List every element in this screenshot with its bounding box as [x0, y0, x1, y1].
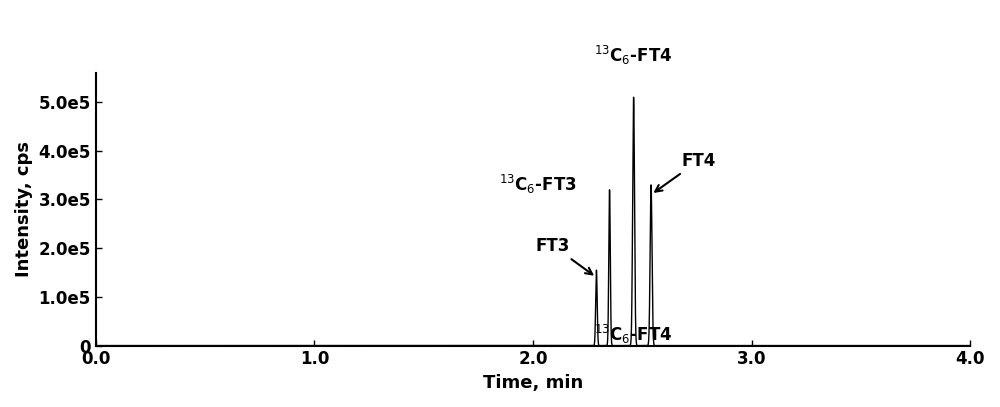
Y-axis label: Intensity, cps: Intensity, cps	[15, 141, 33, 277]
X-axis label: Time, min: Time, min	[483, 374, 583, 392]
Text: FT3: FT3	[536, 237, 592, 274]
Text: FT4: FT4	[655, 151, 716, 192]
Text: $^{13}$C$_6$-FT3: $^{13}$C$_6$-FT3	[499, 173, 577, 197]
Text: $^{13}$C$_6$-FT4: $^{13}$C$_6$-FT4	[594, 44, 673, 68]
Text: $^{13}$C$_6$-FT4: $^{13}$C$_6$-FT4	[594, 322, 673, 346]
